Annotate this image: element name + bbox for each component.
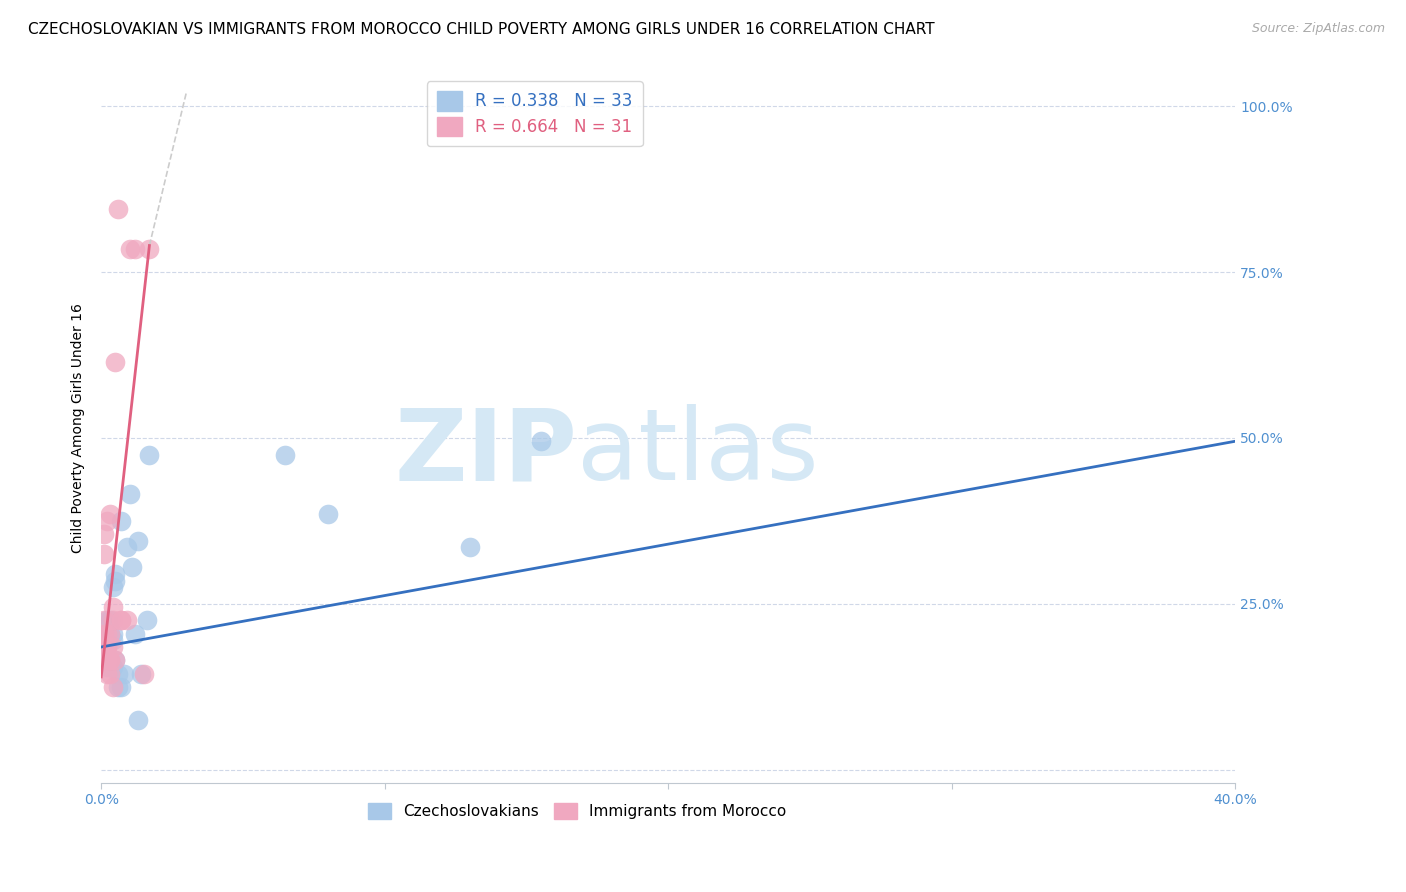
Point bbox=[104, 653, 127, 667]
Point bbox=[118, 487, 141, 501]
Point bbox=[93, 647, 115, 661]
Point bbox=[458, 541, 481, 555]
Point bbox=[104, 653, 127, 667]
Point bbox=[93, 640, 115, 654]
Point bbox=[93, 647, 115, 661]
Point bbox=[101, 614, 124, 628]
Point bbox=[93, 614, 115, 628]
Point bbox=[101, 633, 124, 648]
Point bbox=[96, 626, 118, 640]
Point bbox=[110, 614, 132, 628]
Point bbox=[98, 626, 121, 640]
Point bbox=[115, 541, 138, 555]
Point bbox=[104, 567, 127, 582]
Legend: Czechoslovakians, Immigrants from Morocco: Czechoslovakians, Immigrants from Morocc… bbox=[363, 797, 793, 825]
Point bbox=[96, 640, 118, 654]
Point bbox=[127, 533, 149, 548]
Point bbox=[93, 626, 115, 640]
Point bbox=[124, 242, 146, 256]
Point bbox=[96, 614, 118, 628]
Point bbox=[124, 626, 146, 640]
Point bbox=[101, 680, 124, 694]
Point bbox=[101, 626, 124, 640]
Point bbox=[121, 560, 143, 574]
Point bbox=[118, 242, 141, 256]
Point bbox=[101, 580, 124, 594]
Text: Source: ZipAtlas.com: Source: ZipAtlas.com bbox=[1251, 22, 1385, 36]
Point bbox=[135, 614, 157, 628]
Point bbox=[98, 508, 121, 522]
Point bbox=[101, 600, 124, 615]
Point bbox=[138, 242, 160, 256]
Point bbox=[101, 660, 124, 674]
Text: CZECHOSLOVAKIAN VS IMMIGRANTS FROM MOROCCO CHILD POVERTY AMONG GIRLS UNDER 16 CO: CZECHOSLOVAKIAN VS IMMIGRANTS FROM MOROC… bbox=[28, 22, 935, 37]
Point bbox=[112, 666, 135, 681]
Point bbox=[96, 666, 118, 681]
Point bbox=[274, 448, 297, 462]
Point bbox=[96, 660, 118, 674]
Point bbox=[98, 614, 121, 628]
Point bbox=[96, 514, 118, 528]
Point bbox=[98, 653, 121, 667]
Point bbox=[115, 614, 138, 628]
Point bbox=[110, 680, 132, 694]
Point bbox=[96, 626, 118, 640]
Point bbox=[107, 666, 129, 681]
Point bbox=[98, 653, 121, 667]
Point bbox=[93, 633, 115, 648]
Point bbox=[96, 653, 118, 667]
Point bbox=[127, 713, 149, 727]
Point bbox=[107, 680, 129, 694]
Point bbox=[98, 653, 121, 667]
Point bbox=[129, 666, 152, 681]
Point bbox=[104, 574, 127, 588]
Point bbox=[110, 614, 132, 628]
Text: ZIP: ZIP bbox=[395, 404, 578, 501]
Point bbox=[316, 508, 339, 522]
Point bbox=[101, 640, 124, 654]
Point bbox=[98, 666, 121, 681]
Point bbox=[93, 547, 115, 561]
Point bbox=[98, 626, 121, 640]
Point bbox=[96, 640, 118, 654]
Point bbox=[93, 527, 115, 541]
Y-axis label: Child Poverty Among Girls Under 16: Child Poverty Among Girls Under 16 bbox=[72, 303, 86, 553]
Point bbox=[110, 514, 132, 528]
Text: atlas: atlas bbox=[578, 404, 820, 501]
Point bbox=[132, 666, 155, 681]
Point bbox=[138, 448, 160, 462]
Point bbox=[107, 202, 129, 216]
Point bbox=[104, 354, 127, 368]
Point bbox=[529, 434, 551, 449]
